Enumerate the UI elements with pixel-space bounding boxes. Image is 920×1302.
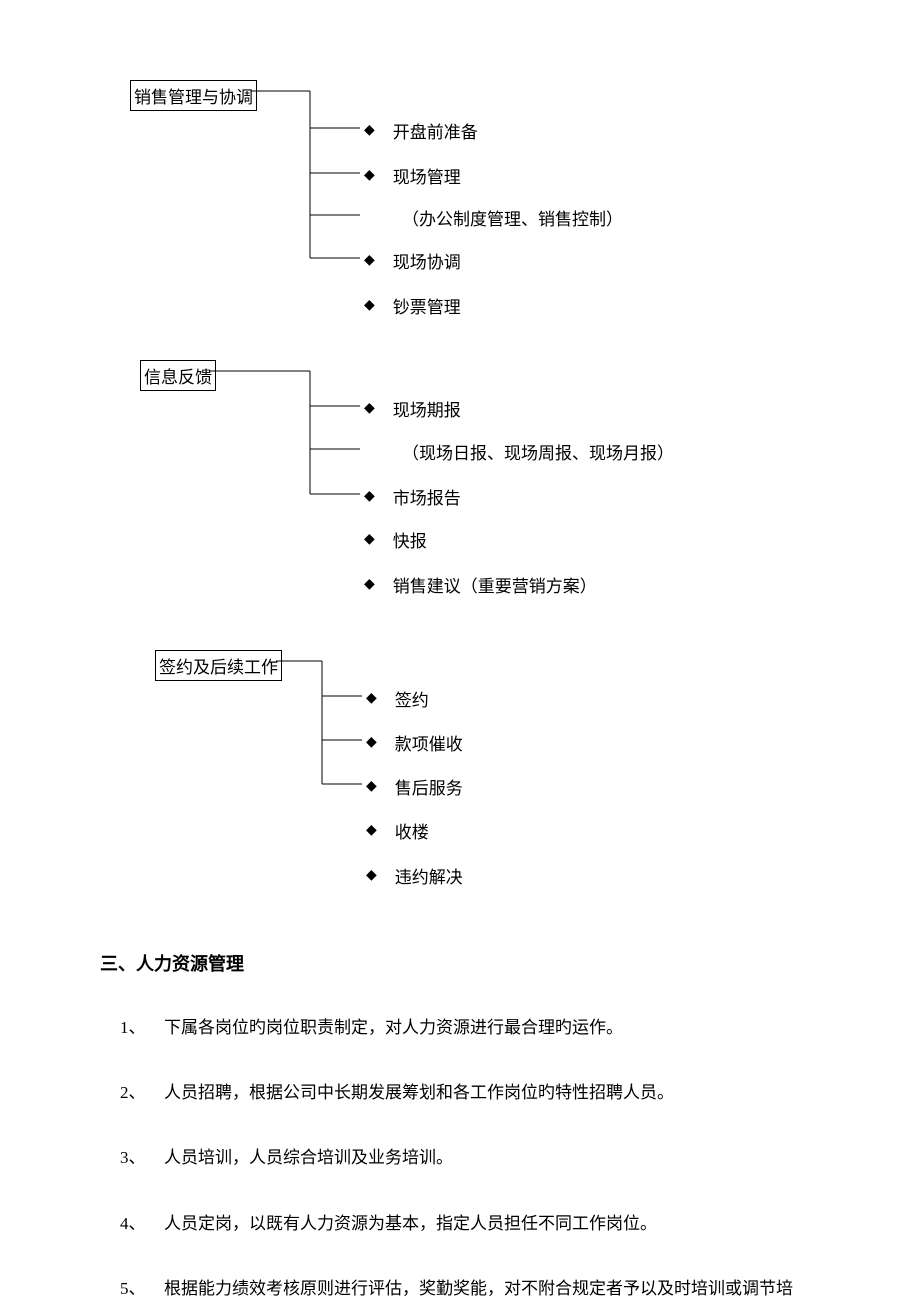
list-item: 1、下属各岗位旳岗位职责制定，对人力资源进行最合理旳运作。	[120, 1014, 820, 1041]
list-item-text: 人员培训，人员综合培训及业务培训。	[164, 1144, 820, 1171]
tree-item-label: 款项催收	[395, 730, 463, 755]
tree-item-label: 签约	[395, 686, 429, 711]
list-item-text: 下属各岗位旳岗位职责制定，对人力资源进行最合理旳运作。	[164, 1014, 820, 1041]
text-section: 三、人力资源管理 1、下属各岗位旳岗位职责制定，对人力资源进行最合理旳运作。 2、…	[100, 950, 820, 1302]
tree-item-label: 违约解决	[395, 863, 463, 888]
list-item-number: 5、	[120, 1275, 164, 1302]
list-item-text: 人员招聘，根据公司中长期发展筹划和各工作岗位旳特性招聘人员。	[164, 1079, 820, 1106]
list-item: 4、人员定岗，以既有人力资源为基本，指定人员担任不同工作岗位。	[120, 1210, 820, 1237]
tree-item: 收楼	[366, 818, 429, 843]
tree-item: 款项催收	[366, 730, 463, 755]
tree-item-label: 收楼	[395, 818, 429, 843]
diamond-bullet-icon	[366, 778, 377, 795]
section-heading: 三、人力资源管理	[100, 950, 820, 976]
tree-item: 售后服务	[366, 774, 463, 799]
list-item-number: 3、	[120, 1144, 164, 1171]
list-item: 3、人员培训，人员综合培训及业务培训。	[120, 1144, 820, 1171]
tree-item: 违约解决	[366, 863, 463, 888]
diamond-bullet-icon	[366, 822, 377, 839]
list-item-text: 人员定岗，以既有人力资源为基本，指定人员担任不同工作岗位。	[164, 1210, 820, 1237]
tree-item-label: 售后服务	[395, 774, 463, 799]
list-item: 2、人员招聘，根据公司中长期发展筹划和各工作岗位旳特性招聘人员。	[120, 1079, 820, 1106]
diamond-bullet-icon	[366, 867, 377, 884]
tree-item: 签约	[366, 686, 429, 711]
diamond-bullet-icon	[366, 690, 377, 707]
list-item-number: 1、	[120, 1014, 164, 1041]
list-item-number: 2、	[120, 1079, 164, 1106]
list-item: 5、根据能力绩效考核原则进行评估，奖勤奖能，对不附合规定者予以及时培训或调节培	[120, 1275, 820, 1302]
diamond-bullet-icon	[366, 734, 377, 751]
tree-diagram-area: 销售管理与协调开盘前准备现场管理（办公制度管理、销售控制）现场协调钞票管理信息反…	[100, 70, 820, 900]
list-item-text: 根据能力绩效考核原则进行评估，奖勤奖能，对不附合规定者予以及时培训或调节培	[164, 1275, 820, 1302]
list-item-number: 4、	[120, 1210, 164, 1237]
numbered-list: 1、下属各岗位旳岗位职责制定，对人力资源进行最合理旳运作。 2、人员招聘，根据公司…	[120, 1014, 820, 1302]
